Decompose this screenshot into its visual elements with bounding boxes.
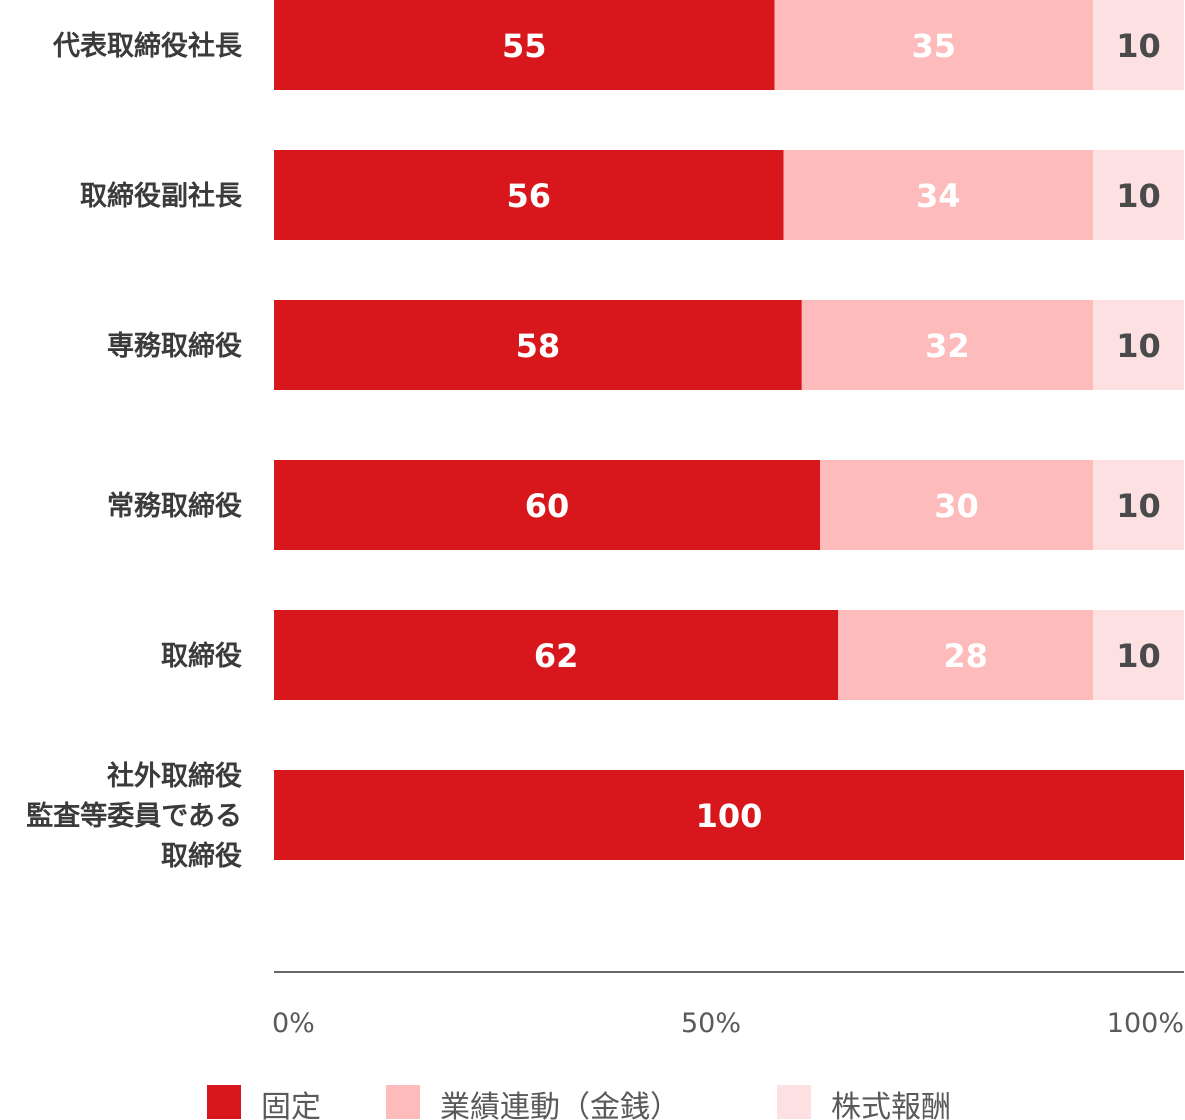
- bar-segment: [838, 610, 1093, 700]
- bar-value-label: 100: [696, 797, 763, 835]
- category-label: 社外取締役: [107, 760, 242, 792]
- bar-value-label: 10: [1116, 327, 1161, 365]
- bar-segment: [274, 460, 820, 550]
- category-label: 取締役: [161, 840, 242, 872]
- x-tick-label: 100%: [1107, 1008, 1184, 1039]
- bar-segment: [774, 0, 1093, 90]
- legend-label: 業績連動（金銭）: [440, 1090, 680, 1120]
- legend-swatch: [777, 1085, 811, 1119]
- legend-label: 株式報酬: [831, 1090, 951, 1120]
- bar-value-label: 10: [1116, 637, 1161, 675]
- bar-value-label: 10: [1116, 27, 1161, 65]
- category-label: 常務取締役: [107, 490, 242, 522]
- bar-value-label: 56: [507, 177, 552, 215]
- legend-swatch: [386, 1085, 420, 1119]
- legend-label: 固定: [261, 1090, 321, 1120]
- bar-segment: [274, 150, 784, 240]
- bar-segment: [1093, 0, 1184, 90]
- x-tick-label: 0%: [272, 1008, 315, 1039]
- bar-value-label: 32: [925, 327, 970, 365]
- bar-segment: [1093, 300, 1184, 390]
- category-label: 代表取締役社長: [52, 30, 243, 62]
- bar-segment: [801, 300, 1093, 390]
- bar-value-label: 30: [934, 487, 979, 525]
- bar-value-label: 55: [502, 27, 547, 65]
- bar-segment: [1093, 150, 1184, 240]
- category-labels: 代表取締役社長取締役副社長専務取締役常務取締役取締役社外取締役監査等委員である取…: [26, 30, 243, 872]
- category-label: 専務取締役: [107, 330, 242, 362]
- legend-swatch: [207, 1085, 241, 1119]
- bar-value-label: 60: [525, 487, 570, 525]
- bar-segment: [1093, 460, 1184, 550]
- bar-segment: [1093, 610, 1184, 700]
- bar-segment: [274, 300, 802, 390]
- bar-segment: [783, 150, 1093, 240]
- bar-value-label: 10: [1116, 487, 1161, 525]
- bar-segment: [274, 610, 839, 700]
- legend: 固定 業績連動（金銭） 株式報酬: [207, 1085, 951, 1120]
- bar-segment: [820, 460, 1093, 550]
- bar-segment: [274, 0, 775, 90]
- x-axis: 0% 50% 100%: [272, 971, 1184, 1039]
- bar-value-label: 62: [534, 637, 579, 675]
- bar-value-label: 35: [911, 27, 956, 65]
- bar-value-label: 28: [943, 637, 988, 675]
- bars-group: 55 35 10 56 34 10 58 32 10 60 30 10 62 28 10 100: [274, 0, 1184, 860]
- bar-value-label: 10: [1116, 177, 1161, 215]
- category-label: 監査等委員である: [26, 800, 242, 832]
- bar-segment: [274, 770, 1184, 860]
- category-label: 取締役: [161, 640, 242, 672]
- bar-value-label: 34: [916, 177, 961, 215]
- bar-value-label: 58: [516, 327, 561, 365]
- x-tick-label: 50%: [681, 1008, 741, 1039]
- category-label: 取締役副社長: [80, 180, 243, 212]
